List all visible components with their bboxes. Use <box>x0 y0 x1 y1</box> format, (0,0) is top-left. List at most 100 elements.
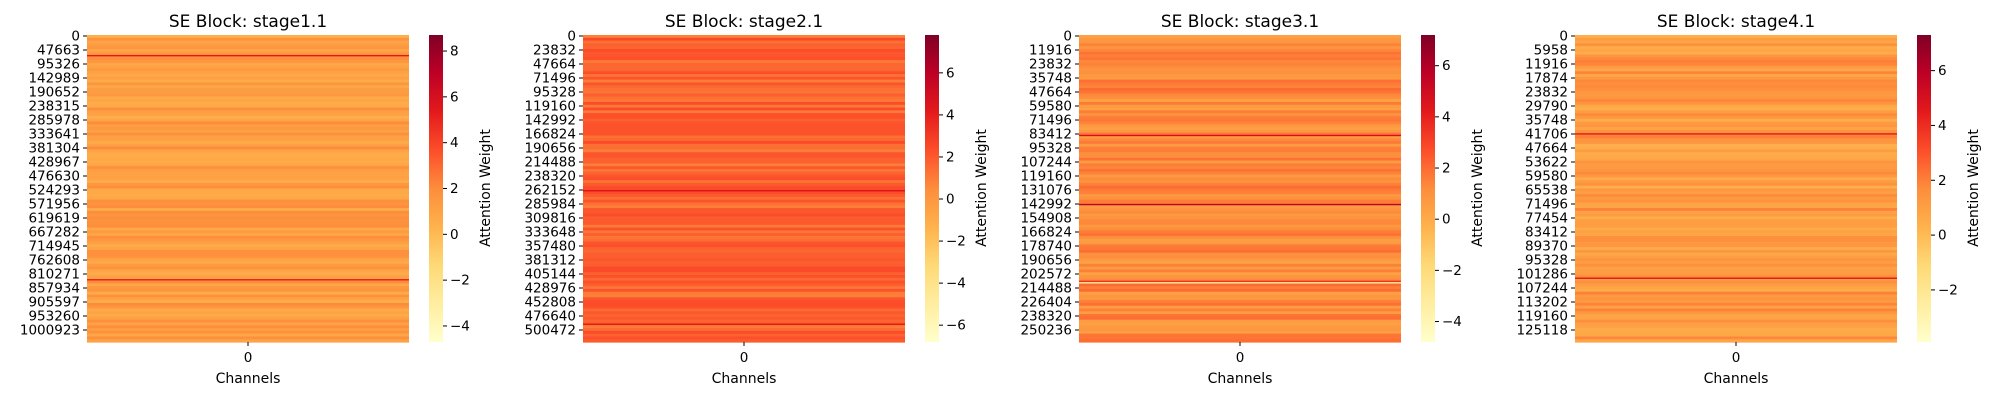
heatmap-cell <box>583 333 905 338</box>
heatmap-cell <box>1079 132 1401 137</box>
heatmap-cell <box>87 110 409 114</box>
heatmap-cell <box>583 57 905 61</box>
heatmap-cell <box>1575 104 1897 109</box>
heatmap-cell <box>1079 325 1401 329</box>
heatmap-cell <box>1079 330 1401 335</box>
heatmap-cell <box>87 149 409 153</box>
heatmap-highlight-row <box>1079 280 1401 282</box>
colorbar-tick-label: −2 <box>1938 282 1958 298</box>
heatmap-cell <box>583 46 905 50</box>
heatmap-cell <box>583 149 905 153</box>
heatmap-cell <box>1079 261 1401 265</box>
heatmap-cell <box>87 180 409 184</box>
chart-title: SE Block: stage3.1 <box>1161 12 1319 32</box>
heatmap-cell <box>1079 107 1401 111</box>
heatmap-cell <box>1575 141 1897 145</box>
heatmap-cell <box>583 107 905 111</box>
heatmap-cell <box>87 333 409 338</box>
colorbar-tick-label: 6 <box>946 65 955 81</box>
colorbar <box>429 35 443 342</box>
heatmap-cell <box>1575 213 1897 218</box>
heatmap-cell <box>1079 294 1401 298</box>
heatmap-cell <box>583 199 905 204</box>
heatmap-cell <box>87 272 409 276</box>
heatmap-cell <box>87 336 409 340</box>
heatmap-cell <box>1079 88 1401 92</box>
heatmap-cell <box>1079 277 1401 282</box>
y-tick-label: 47664 <box>1525 141 1568 157</box>
heatmap-cell <box>1575 339 1897 343</box>
heatmap-cell <box>1079 216 1401 220</box>
heatmap-cell <box>87 311 409 315</box>
heatmap-cell <box>583 138 905 142</box>
heatmap-cell <box>87 316 409 321</box>
heatmap-cell <box>1575 244 1897 248</box>
heatmap-cell <box>583 233 905 237</box>
x-axis-label: Channels <box>1208 371 1273 387</box>
heatmap-cell <box>1575 60 1897 64</box>
heatmap-cell <box>87 46 409 50</box>
heatmap-cell <box>87 247 409 251</box>
heatmap-cell <box>1575 325 1897 329</box>
heatmap-cell <box>1079 255 1401 259</box>
y-tick-label: 29790 <box>1525 99 1568 115</box>
heatmap-cell <box>1575 163 1897 167</box>
heatmap-highlight-row <box>1079 134 1401 137</box>
heatmap-highlight-row <box>1079 203 1401 206</box>
heatmap-cell <box>1079 51 1401 56</box>
heatmap-cell <box>87 90 409 95</box>
heatmap-cell <box>1575 308 1897 312</box>
heatmap-cell <box>1575 37 1897 42</box>
heatmap-cells <box>1079 35 1401 343</box>
heatmap-cell <box>583 48 905 53</box>
heatmap-cell <box>1079 219 1401 223</box>
heatmap-cell <box>1079 258 1401 262</box>
heatmap-cell <box>87 174 409 178</box>
y-tick-label: 0 <box>71 29 80 45</box>
heatmap-cell <box>583 325 905 329</box>
heatmap-cell <box>583 110 905 114</box>
colorbar-ticks: 6 4 2 0 −2 <box>1931 63 1958 298</box>
heatmap-cell <box>1079 221 1401 226</box>
y-tick-label: 11916 <box>1029 43 1072 59</box>
heatmap-cell <box>1575 249 1897 254</box>
y-tick-label: 619619 <box>28 211 80 227</box>
heatmap-cell <box>583 286 905 290</box>
heatmap-cell <box>1575 194 1897 198</box>
heatmap-cell <box>87 261 409 265</box>
heatmap-cell <box>87 37 409 42</box>
heatmap-cell <box>583 60 905 64</box>
y-tick-label: 101286 <box>1516 267 1568 283</box>
heatmap-cell <box>1079 96 1401 100</box>
heatmap-cell <box>583 157 905 162</box>
heatmap-cell <box>583 213 905 218</box>
colorbar-tick-label: 2 <box>1442 161 1451 177</box>
heatmap-cell <box>87 255 409 259</box>
heatmap-cell <box>583 141 905 145</box>
heatmap-cell <box>87 96 409 100</box>
heatmap-cell <box>583 129 905 134</box>
heatmap-cell <box>1079 121 1401 125</box>
heatmap-cell <box>1079 275 1401 279</box>
heatmap-cell <box>1079 160 1401 164</box>
colorbar-tick-label: 6 <box>1442 58 1451 74</box>
y-tick-label: 226404 <box>1020 295 1072 311</box>
heatmap-cell <box>1575 219 1897 223</box>
heatmap-cell <box>1575 208 1897 212</box>
heatmap-cell <box>583 182 905 187</box>
heatmap-cell <box>583 266 905 271</box>
heatmap-cell <box>583 74 905 78</box>
heatmap-cell <box>1575 124 1897 128</box>
heatmap-cell <box>583 101 905 106</box>
heatmap-cell <box>1079 71 1401 75</box>
heatmap-cell <box>87 60 409 64</box>
heatmap-cell <box>1079 118 1401 123</box>
colorbar-tick-label: 4 <box>1442 109 1451 125</box>
heatmap-cells <box>583 35 905 343</box>
heatmap-cell <box>1575 241 1897 245</box>
colorbar-tick-label: 4 <box>1938 118 1947 134</box>
heatmap-cell <box>583 168 905 173</box>
heatmap-cell <box>87 208 409 212</box>
heatmap-cell <box>583 297 905 301</box>
heatmap-cell <box>1575 188 1897 192</box>
